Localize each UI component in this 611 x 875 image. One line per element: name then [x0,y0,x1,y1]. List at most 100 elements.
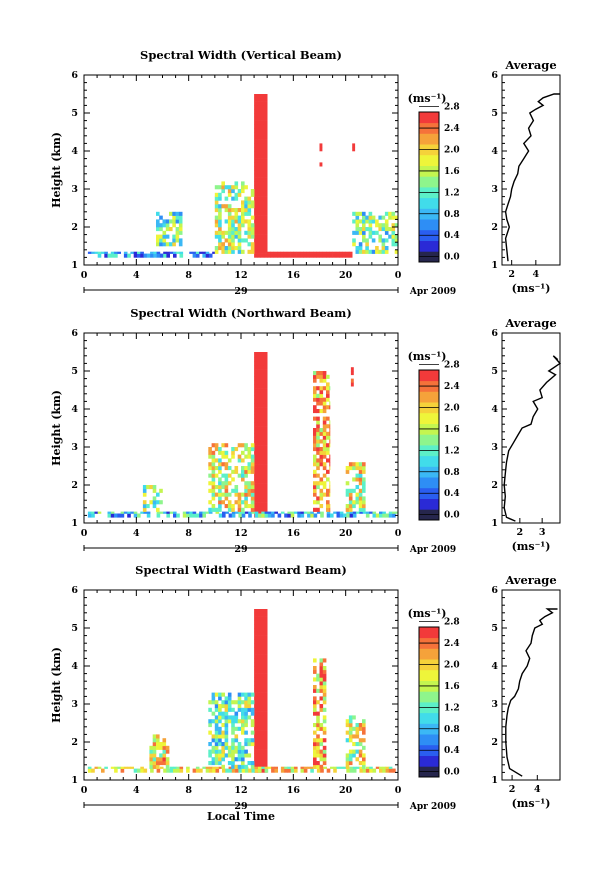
heat-cell [345,466,350,471]
heat-cell [218,234,222,239]
heat-cell [260,410,265,415]
heat-cell [244,742,248,747]
heat-cell [231,196,235,201]
avg-y-tick-label: 4 [491,404,498,415]
heat-cell [254,471,258,476]
avg-y-tick-label: 3 [491,442,498,453]
heat-cell [175,227,180,232]
heat-cell [391,230,396,235]
heat-cell [224,485,229,490]
heat-cell [358,761,363,766]
heat-cell [319,685,324,690]
heat-cell [257,238,261,243]
heat-cell [222,768,226,773]
heat-cell [244,204,248,209]
heat-cell [342,253,346,258]
heat-cell [150,253,154,258]
heat-cell [149,761,153,766]
heat-cell [231,723,235,728]
heat-cell [257,403,261,408]
heat-cell [234,219,239,224]
heat-cell [322,492,327,497]
heat-cell [322,681,327,686]
heat-cell [263,441,268,446]
heat-cell [254,464,258,469]
heat-cell [322,431,327,436]
heat-cell [257,715,261,720]
heat-cell [348,738,353,743]
heat-cell [114,253,118,258]
heat-cell [257,139,261,144]
heat-cell [97,251,102,254]
heat-cell [218,715,222,720]
heat-cell [362,488,366,493]
heat-cell [211,719,216,724]
heat-cell [257,643,261,648]
heat-cell [211,473,216,478]
heat-cell [310,768,314,773]
heat-cell [227,500,232,505]
colorbar-tick-label: 1.2 [444,703,460,713]
heat-cell [237,492,242,497]
heat-cell [159,223,163,228]
heat-cell [362,768,367,773]
heat-cell [345,730,350,735]
heat-cell [260,753,265,758]
heat-cell [322,685,327,690]
colorbar-tick-label: 2.8 [444,103,460,113]
heat-cell [362,507,366,512]
heat-cell [322,428,327,433]
heat-cell [156,734,160,739]
heat-cell [329,492,331,497]
heat-cell [254,475,258,480]
heat-cell [362,504,366,509]
heat-cell [307,513,311,518]
heat-cell [261,513,265,518]
heat-cell [263,745,268,750]
heat-cell [287,511,291,514]
heat-cell [384,219,389,224]
heat-cell [221,454,225,459]
heat-cell [214,719,219,724]
heat-cell [391,242,396,247]
heat-cell [149,745,153,750]
heat-cell [202,766,206,769]
heat-cell [263,677,268,682]
heat-cell [313,513,318,518]
heat-cell [316,749,320,754]
heat-cell [231,513,236,518]
heat-cell [316,485,320,490]
heat-cell [251,511,256,514]
heat-cell [316,466,320,471]
heat-cell [218,196,222,201]
heat-cell [254,666,258,671]
heat-cell [313,488,317,493]
heat-cell [244,511,249,514]
avg-y-tick-label: 4 [491,146,498,157]
heat-cell [169,219,173,224]
heat-cell [208,723,212,728]
heat-cell [250,204,255,209]
heat-cell [254,407,258,412]
heat-cell [329,420,331,425]
heat-cell [224,734,229,739]
heat-cell [257,132,261,137]
heat-cell [260,612,265,617]
heat-cell [227,481,232,486]
heat-cell [107,253,112,258]
heat-cell [333,766,337,769]
heat-cell [319,428,324,433]
heat-cell [110,513,115,518]
heat-cell [273,251,278,254]
heat-cell [322,696,327,701]
heat-cell [254,196,258,201]
heat-cell [362,215,366,220]
heat-cell [263,502,268,507]
heat-cell [234,211,239,216]
heat-cell [313,485,317,490]
heat-cell [224,696,229,701]
heat-cell [234,492,239,497]
heat-cell [313,409,317,414]
